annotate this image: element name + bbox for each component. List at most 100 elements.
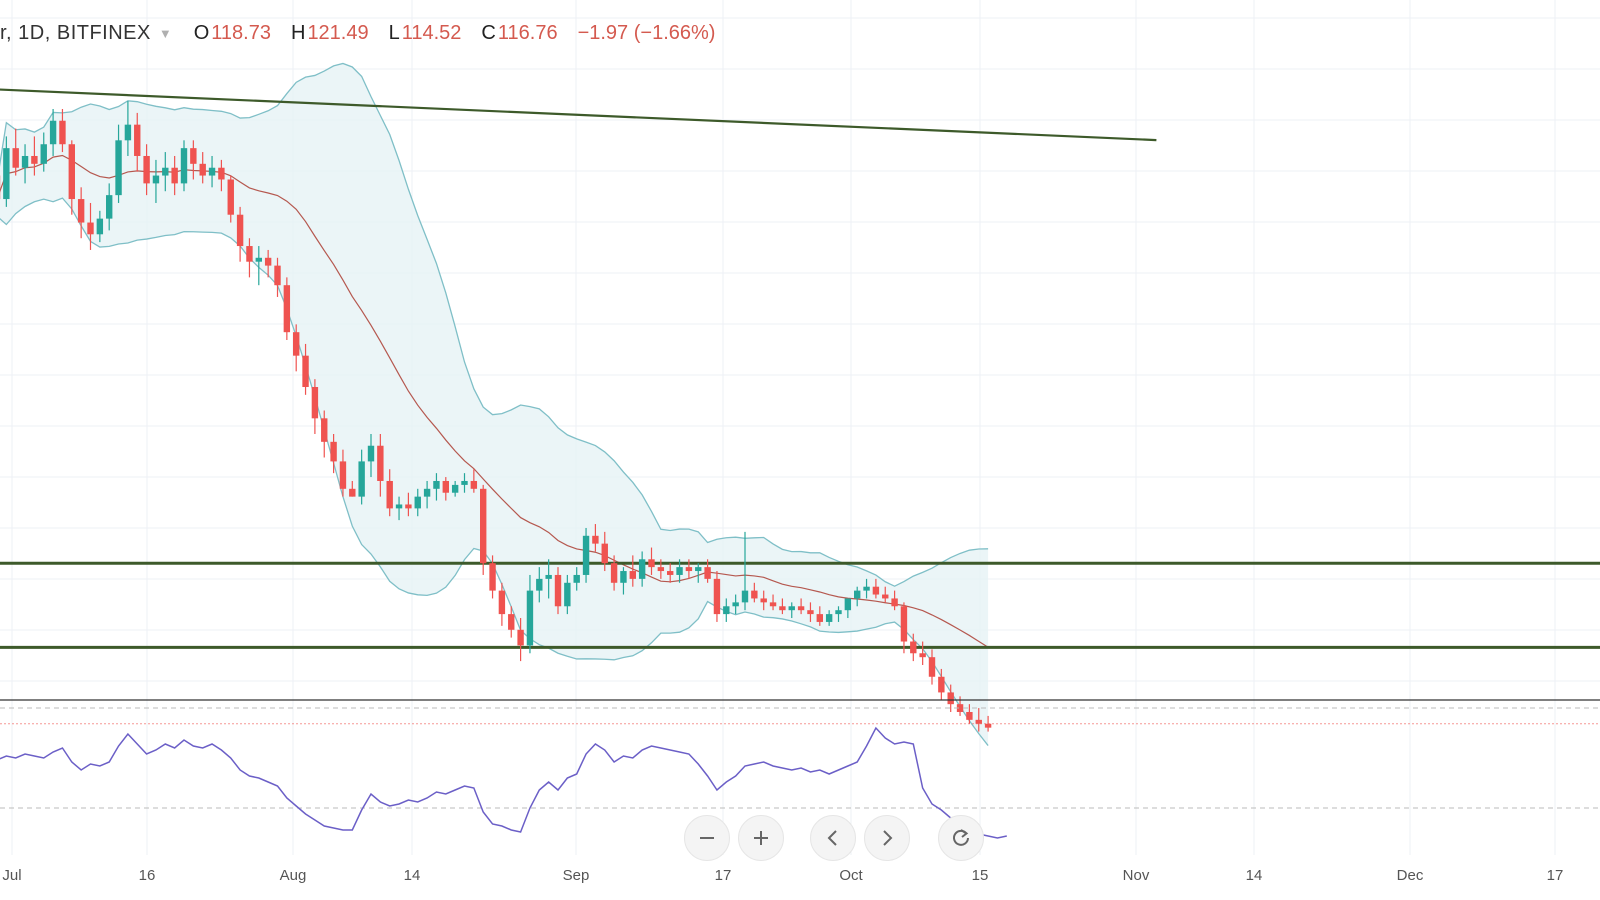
candle-body [966,712,973,720]
candle-body [854,590,861,599]
candle-body [377,445,384,481]
candle-body [349,488,356,497]
candle-body [648,559,655,568]
time-axis: Jul 16 Aug 14 Sep 17 Oct 15 Nov 14 Dec 17 [2,867,1563,884]
candle-body [825,614,833,622]
reset-icon [953,829,969,846]
time-axis-label: Dec [1397,867,1424,884]
chevron-right-icon [883,830,893,846]
candle-body [180,148,188,184]
candle-body [508,614,515,630]
candle-body [835,610,842,615]
candle-body [405,504,412,509]
time-axis-label: 15 [972,867,989,884]
candle-body [779,606,786,611]
rsi-line [0,726,1007,839]
open-value: 118.73 [211,21,271,44]
candle-body [582,535,590,575]
candle-body [695,567,702,572]
candle-body [124,124,132,141]
candle-body [788,606,795,611]
candle-body [610,563,618,583]
candle-body [31,155,38,164]
candle-body [339,461,347,489]
candle-body [816,614,823,622]
chevron-down-icon[interactable]: ▼ [158,25,172,41]
candle-body [190,148,197,164]
candle-body [171,167,178,184]
candle-body [536,578,543,591]
candle-body [526,590,534,646]
time-axis-label: 14 [404,867,421,884]
reset-controls [938,815,984,861]
candle-body [489,563,496,591]
zoom-controls [684,815,784,861]
plus-icon [754,831,768,845]
candle-body [227,179,234,215]
candle-body [199,163,206,176]
candle-body [433,480,440,489]
candle-body [3,148,10,200]
candle-body [96,218,104,235]
candle-body [386,480,393,509]
candle-body [956,704,964,712]
candle-body [311,387,319,419]
time-axis-label: 14 [1246,867,1263,884]
candle-body [461,480,468,485]
zoom-out-button[interactable] [684,815,730,861]
candle-body [704,567,711,579]
candle-body [68,144,75,200]
trendline[interactable] [0,88,1157,142]
candle-body [12,148,19,168]
time-axis-label: Sep [563,867,590,884]
time-axis-label: 17 [1547,867,1564,884]
candle-body [480,488,487,564]
candle-body [667,571,674,575]
candle-body [21,155,29,168]
candle-body [152,175,160,184]
candle-body [236,214,244,247]
candle-body [713,578,721,615]
low-label: L [388,21,400,44]
candle-body [891,598,898,607]
candle-body [293,332,300,356]
candle-body [246,246,253,262]
scroll-left-button[interactable] [810,815,856,861]
reset-chart-button[interactable] [938,815,984,861]
candle-body [769,602,777,607]
candle-body [751,590,758,599]
candle-body [423,488,431,497]
candle-body [517,629,524,646]
candle-body [863,586,870,591]
candle-body [676,567,683,575]
scroll-right-button[interactable] [864,815,910,861]
candle-body [442,480,449,493]
candle-body [414,496,421,509]
candle-body [545,574,552,579]
candle-body [910,641,917,654]
candle-body [395,504,403,509]
candle-body [844,598,852,611]
candle-body [741,590,749,603]
candle-body [984,723,992,728]
zoom-in-button[interactable] [738,815,784,861]
time-axis-label: Nov [1123,867,1150,884]
candle-body [106,195,113,219]
candle-body [638,559,646,579]
symbol-label[interactable]: r, 1D, BITFINEX [0,21,151,44]
candle-body [302,355,309,388]
candle-body [732,602,739,607]
candle-body [367,445,375,462]
scroll-controls [810,815,910,861]
chevron-left-icon [827,830,837,846]
candle-body [592,535,599,544]
candle-body [919,653,926,658]
candle-body [208,167,216,176]
candle-body [657,567,665,572]
candle-body [218,167,225,180]
candle-body [882,594,889,599]
candle-body [928,657,936,677]
candle-body [900,606,908,642]
candle-body [143,155,150,184]
